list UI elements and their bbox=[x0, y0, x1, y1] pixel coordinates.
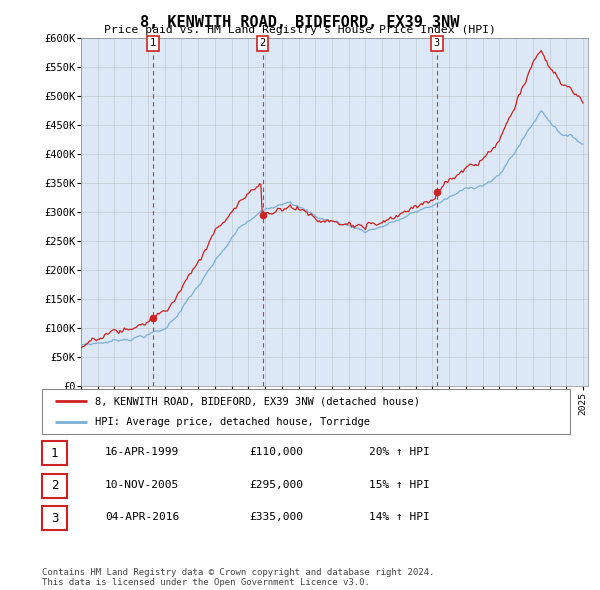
Text: 1: 1 bbox=[149, 38, 156, 48]
Text: 8, KENWITH ROAD, BIDEFORD, EX39 3NW: 8, KENWITH ROAD, BIDEFORD, EX39 3NW bbox=[140, 15, 460, 30]
Text: Contains HM Land Registry data © Crown copyright and database right 2024.
This d: Contains HM Land Registry data © Crown c… bbox=[42, 568, 434, 587]
Text: 04-APR-2016: 04-APR-2016 bbox=[105, 512, 179, 522]
Text: 1: 1 bbox=[51, 447, 58, 460]
Text: 14% ↑ HPI: 14% ↑ HPI bbox=[369, 512, 430, 522]
Text: £295,000: £295,000 bbox=[249, 480, 303, 490]
Text: 3: 3 bbox=[434, 38, 440, 48]
Text: £335,000: £335,000 bbox=[249, 512, 303, 522]
Text: 15% ↑ HPI: 15% ↑ HPI bbox=[369, 480, 430, 490]
Text: 2: 2 bbox=[260, 38, 266, 48]
Text: HPI: Average price, detached house, Torridge: HPI: Average price, detached house, Torr… bbox=[95, 417, 370, 427]
Text: 20% ↑ HPI: 20% ↑ HPI bbox=[369, 447, 430, 457]
Text: 16-APR-1999: 16-APR-1999 bbox=[105, 447, 179, 457]
Text: £110,000: £110,000 bbox=[249, 447, 303, 457]
Text: 2: 2 bbox=[51, 479, 58, 492]
Text: Price paid vs. HM Land Registry's House Price Index (HPI): Price paid vs. HM Land Registry's House … bbox=[104, 25, 496, 35]
Text: 10-NOV-2005: 10-NOV-2005 bbox=[105, 480, 179, 490]
Text: 3: 3 bbox=[51, 512, 58, 525]
Text: 8, KENWITH ROAD, BIDEFORD, EX39 3NW (detached house): 8, KENWITH ROAD, BIDEFORD, EX39 3NW (det… bbox=[95, 396, 420, 407]
